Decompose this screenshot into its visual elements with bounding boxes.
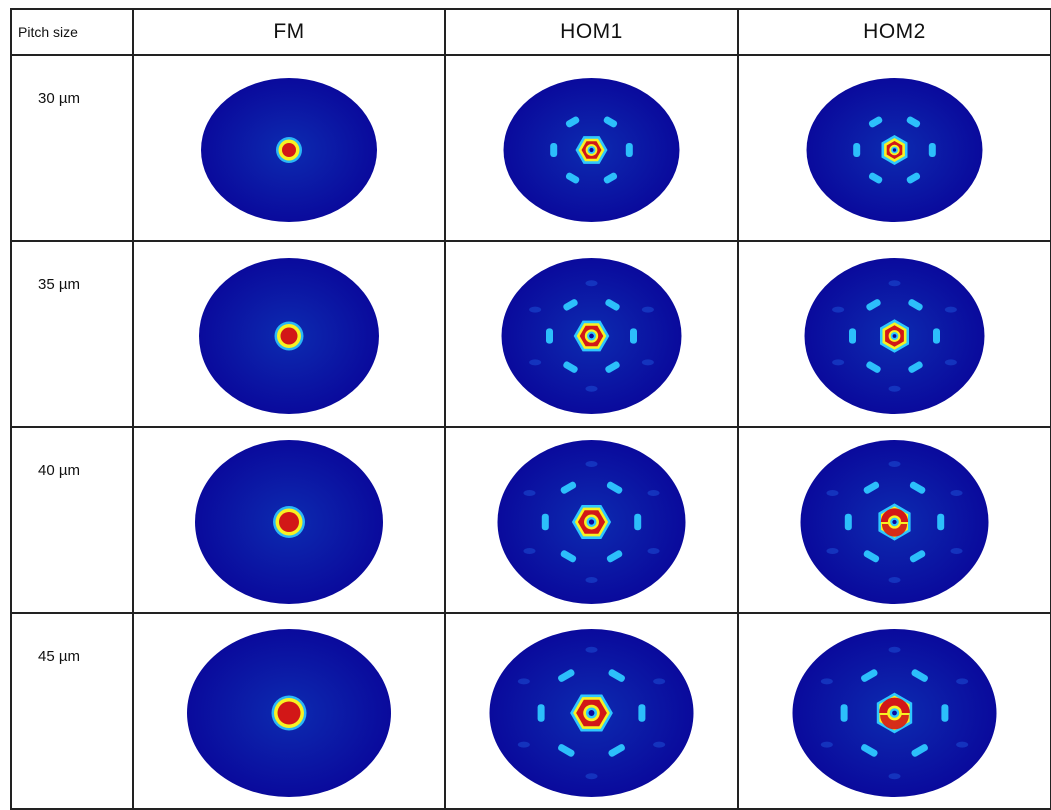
fundamental-mode-core bbox=[281, 328, 298, 345]
hom1-mode-field-image bbox=[446, 614, 737, 808]
hom2-mode-field-image bbox=[739, 614, 1050, 808]
pitch-size-header: Pitch size bbox=[11, 9, 133, 55]
mode-image-cell bbox=[133, 613, 445, 809]
hom2-mode-field-image bbox=[739, 242, 1050, 426]
mode-image-cell bbox=[133, 427, 445, 613]
hom2-mode-field-image bbox=[739, 428, 1050, 612]
hom1-column-header: HOM1 bbox=[445, 9, 738, 55]
pitch-label: 35 µm bbox=[38, 276, 132, 293]
hom2-column-header: HOM2 bbox=[738, 9, 1051, 55]
mode-image-cell bbox=[133, 241, 445, 427]
table-row: 40 µm bbox=[11, 427, 1051, 613]
pitch-label-cell: 40 µm bbox=[11, 427, 133, 613]
fm-mode-field-image bbox=[134, 614, 444, 808]
pitch-label-cell: 45 µm bbox=[11, 613, 133, 809]
hom1-mode-field-image bbox=[446, 56, 737, 240]
hom2-mode-field-image bbox=[739, 56, 1050, 240]
mode-image-cell bbox=[133, 55, 445, 241]
fm-mode-field-image bbox=[134, 242, 444, 426]
table-row: 30 µm bbox=[11, 55, 1051, 241]
pitch-label: 40 µm bbox=[38, 462, 132, 479]
fm-mode-field-image bbox=[134, 56, 444, 240]
mode-profile-table: Pitch size FM HOM1 HOM2 30 µm 35 µm 40 µ… bbox=[10, 8, 1051, 810]
pitch-label: 45 µm bbox=[38, 648, 132, 665]
table-row: 35 µm bbox=[11, 241, 1051, 427]
mode-image-cell bbox=[445, 241, 738, 427]
fundamental-mode-core bbox=[279, 512, 299, 532]
pitch-label-cell: 30 µm bbox=[11, 55, 133, 241]
table-row: 45 µm bbox=[11, 613, 1051, 809]
fm-mode-field-image bbox=[134, 428, 444, 612]
pitch-label-cell: 35 µm bbox=[11, 241, 133, 427]
mode-image-cell bbox=[738, 613, 1051, 809]
mode-image-cell bbox=[445, 613, 738, 809]
mode-image-cell bbox=[738, 55, 1051, 241]
mode-image-cell bbox=[738, 427, 1051, 613]
fundamental-mode-core bbox=[282, 143, 296, 157]
mode-image-cell bbox=[445, 55, 738, 241]
mode-image-cell bbox=[738, 241, 1051, 427]
fm-column-header: FM bbox=[133, 9, 445, 55]
pitch-label: 30 µm bbox=[38, 90, 132, 107]
hom1-mode-field-image bbox=[446, 242, 737, 426]
mode-image-cell bbox=[445, 427, 738, 613]
hom1-mode-field-image bbox=[446, 428, 737, 612]
fundamental-mode-core bbox=[278, 702, 301, 725]
